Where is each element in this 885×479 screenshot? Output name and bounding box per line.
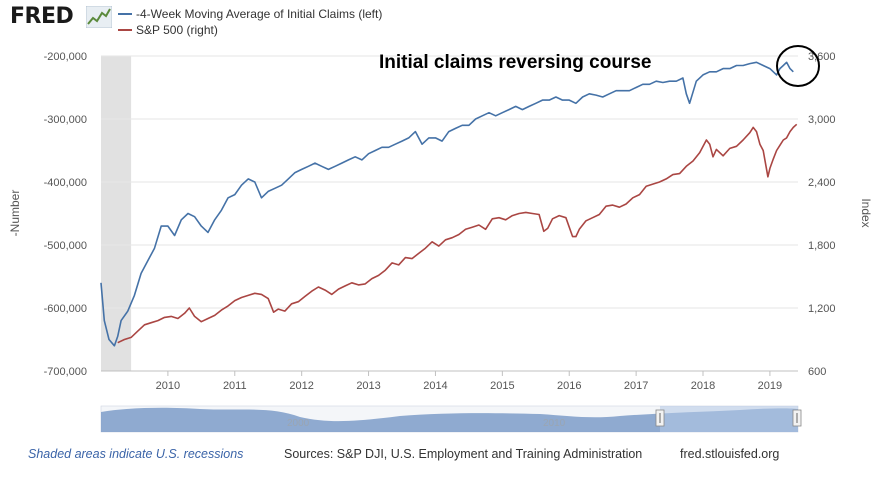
fred-logo: FRED — [4, 2, 114, 36]
plot-area — [101, 56, 798, 371]
series-line-initial-claims — [100, 61, 794, 347]
x-axis-ticks: 2010 2011 2012 2013 2014 2015 2016 2017 2018 2019 — [101, 370, 798, 392]
legend-swatch-claims — [118, 13, 132, 15]
right-axis-tick-label: 1,800 — [808, 240, 836, 252]
right-axis-ticks: 3,600 3,000 2,400 1,800 1,200 600 — [808, 51, 836, 378]
source-note: Sources: S&P DJI, U.S. Employment and Tr… — [284, 447, 643, 461]
logo-graph-icon — [86, 6, 112, 28]
recession-band — [101, 56, 132, 371]
series-lines — [100, 61, 798, 347]
left-axis-ticks: -200,000 -300,000 -400,000 -500,000 -600,000… — [44, 51, 87, 378]
right-axis-tick-label: 3,000 — [808, 114, 836, 126]
left-axis-tick-label: -700,000 — [44, 366, 87, 378]
annotation-circle — [776, 45, 820, 87]
annotation-text: Initial claims reversing course — [379, 52, 652, 73]
left-axis-tick-label: -200,000 — [44, 51, 87, 63]
legend: -4-Week Moving Average of Initial Claims… — [118, 6, 382, 38]
x-axis-tick-label: 2010 — [156, 380, 180, 392]
navigator-label-2010: 2010 — [543, 418, 566, 429]
right-axis-tick-label: 3,600 — [808, 51, 836, 63]
left-axis-tick-label: -300,000 — [44, 114, 87, 126]
x-axis-tick-label: 2014 — [423, 380, 447, 392]
right-axis-label: Index — [859, 198, 873, 227]
x-axis-tick-label: 2011 — [223, 380, 247, 392]
source-url[interactable]: fred.stlouisfed.org — [680, 447, 780, 461]
navigator-selection[interactable] — [660, 406, 798, 432]
x-axis-tick-label: 2013 — [356, 380, 380, 392]
legend-swatch-sp500 — [118, 29, 132, 31]
x-axis-tick-label: 2016 — [557, 380, 581, 392]
x-axis-tick-label: 2018 — [691, 380, 715, 392]
recession-note: Shaded areas indicate U.S. recessions — [28, 447, 244, 461]
legend-item-sp500[interactable]: S&P 500 (right) — [118, 22, 382, 38]
left-axis-tick-label: -600,000 — [44, 303, 87, 315]
right-axis-tick-label: 1,200 — [808, 303, 836, 315]
x-axis-tick-label: 2017 — [624, 380, 648, 392]
left-axis-tick-label: -500,000 — [44, 240, 87, 252]
x-axis-tick-label: 2012 — [289, 380, 313, 392]
legend-item-claims[interactable]: -4-Week Moving Average of Initial Claims… — [118, 6, 382, 22]
right-axis-tick-label: 600 — [808, 366, 826, 378]
legend-label-claims: -4-Week Moving Average of Initial Claims… — [136, 7, 383, 21]
left-axis-tick-label: -400,000 — [44, 177, 87, 189]
series-line-sp500 — [117, 123, 798, 344]
navigator-area — [101, 407, 798, 432]
x-axis-tick-label: 2015 — [490, 380, 514, 392]
left-axis-label: -Number — [8, 190, 22, 237]
fred-logo-text: FRED — [10, 4, 74, 29]
x-axis-tick-label: 2019 — [758, 380, 782, 392]
right-axis-tick-label: 2,400 — [808, 177, 836, 189]
navigator-label-2000: 2000 — [287, 418, 310, 429]
legend-label-sp500: S&P 500 (right) — [136, 23, 218, 37]
